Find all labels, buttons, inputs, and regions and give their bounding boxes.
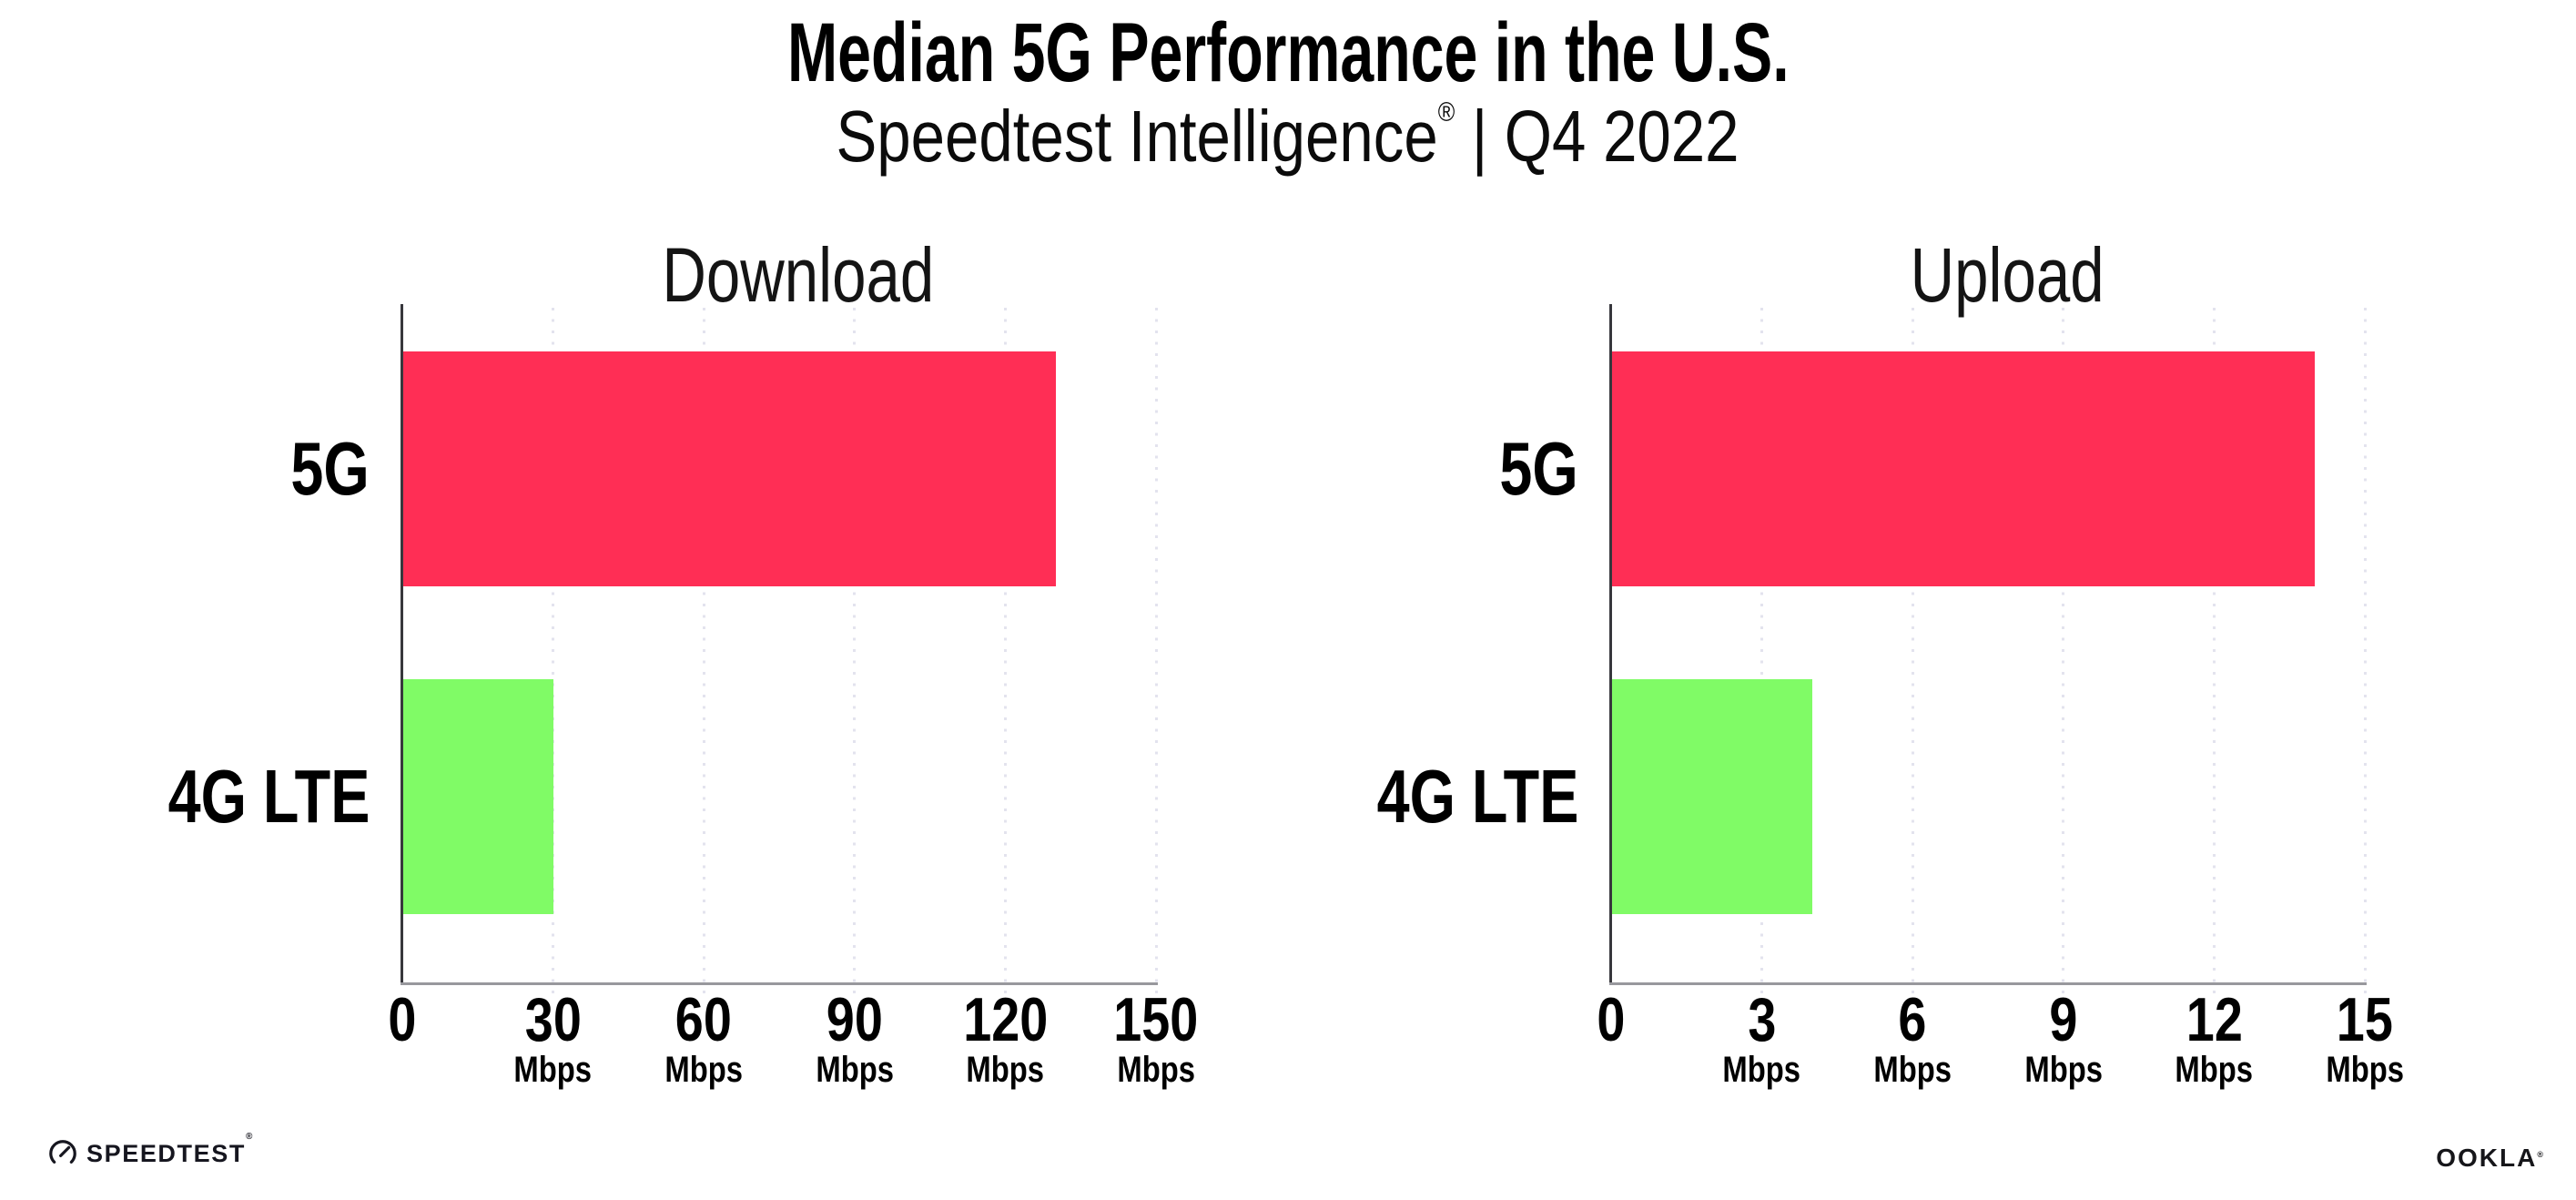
category-label-5g: 5G	[1499, 426, 1578, 511]
x-tick-9-unit: Mbps	[2023, 1050, 2103, 1090]
x-tick-30-unit: Mbps	[513, 1050, 593, 1090]
bar-5g	[402, 351, 1056, 586]
x-tick-0: 0	[1597, 985, 1626, 1054]
bar-5g	[1611, 351, 2315, 586]
page-subtitle-text: Speedtest Intelligence® | Q4 2022	[837, 95, 1739, 178]
gridline-15	[2363, 308, 2367, 996]
subtitle-period: Q4 2022	[1505, 96, 1740, 177]
ookla-logo: OOKLA®	[2436, 1144, 2543, 1173]
download-plot-area: 0 30 Mbps 60 Mbps 90 Mbps 120 Mbps 150 Mbps 5G 4G LT…	[167, 304, 1199, 1088]
x-axis-line	[1609, 982, 2367, 985]
x-tick-60-unit: Mbps	[664, 1050, 744, 1090]
x-tick-150: 150	[1113, 985, 1199, 1054]
upload-chart-title: Upload	[1910, 232, 2104, 318]
y-axis-line	[401, 304, 403, 984]
x-tick-3-unit: Mbps	[1722, 1050, 1801, 1090]
bar-4g-lte	[1611, 679, 1812, 914]
gridline-3	[1760, 308, 1764, 996]
x-tick-30: 30	[524, 985, 582, 1054]
gridline-120	[1003, 308, 1007, 996]
x-tick-12-unit: Mbps	[2175, 1050, 2254, 1090]
x-tick-15: 15	[2336, 985, 2394, 1054]
x-tick-6: 6	[1898, 985, 1927, 1054]
bar-4g-lte	[402, 679, 553, 914]
download-chart-title: Download	[662, 232, 935, 318]
y-axis-line	[1609, 304, 1612, 984]
x-tick-60: 60	[675, 985, 733, 1054]
gridline-9	[2062, 308, 2065, 996]
gridline-60	[702, 308, 705, 996]
x-tick-120: 120	[962, 985, 1048, 1054]
upload-chart-panel: Upload 0 3 Mbps 6 Mbps 9 Mbps 12 Mbps 15 Mbps 5G 4G …	[1376, 235, 2404, 1200]
category-label-4g-lte: 4G LTE	[167, 754, 370, 839]
speedtest-logo: SPEEDTEST®	[47, 1131, 254, 1169]
x-axis-line	[401, 982, 1158, 985]
subtitle-separator: |	[1472, 96, 1488, 177]
gridline-30	[552, 308, 555, 996]
page-subtitle: Speedtest Intelligence® | Q4 2022	[0, 95, 2576, 178]
ookla-wordmark: OOKLA	[2436, 1144, 2538, 1172]
x-tick-90: 90	[826, 985, 883, 1054]
x-tick-90-unit: Mbps	[815, 1050, 894, 1090]
x-tick-12: 12	[2186, 985, 2243, 1054]
page-title-text: Median 5G Performance in the U.S.	[786, 6, 1790, 99]
x-tick-6-unit: Mbps	[1873, 1050, 1952, 1090]
ookla-registered-symbol: ®	[2537, 1150, 2543, 1159]
x-tick-0: 0	[388, 985, 417, 1054]
download-chart-panel: Download 0 30 Mbps 60 Mbps 90 Mbps 120 Mbps 150 Mb…	[167, 235, 1199, 1200]
x-tick-3: 3	[1748, 985, 1777, 1054]
subtitle-product: Speedtest Intelligence	[836, 96, 1439, 177]
x-tick-150-unit: Mbps	[1117, 1050, 1195, 1090]
gridline-6	[1911, 308, 1914, 996]
x-tick-15-unit: Mbps	[2326, 1050, 2404, 1090]
gridline-90	[853, 308, 857, 996]
speedtest-wordmark: SPEEDTEST®	[86, 1131, 254, 1167]
page-title: Median 5G Performance in the U.S.	[0, 6, 2576, 99]
speedtest-gauge-icon	[49, 1140, 76, 1164]
gridline-150	[1154, 308, 1158, 996]
upload-plot-area: 0 3 Mbps 6 Mbps 9 Mbps 12 Mbps 15 Mbps 5G 4G LTE	[1376, 304, 2404, 1088]
category-label-5g: 5G	[290, 426, 370, 511]
speedtest-registered-symbol: ®	[245, 1131, 254, 1142]
category-label-4g-lte: 4G LTE	[1376, 754, 1578, 839]
registered-trademark-symbol: ®	[1438, 97, 1455, 127]
x-tick-120-unit: Mbps	[966, 1050, 1045, 1090]
x-tick-9: 9	[2049, 985, 2078, 1054]
gridline-12	[2212, 308, 2216, 996]
